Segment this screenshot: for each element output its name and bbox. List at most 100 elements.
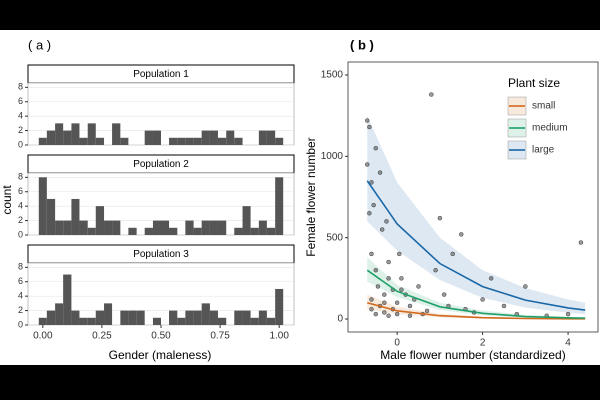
bar — [128, 227, 137, 235]
bar — [242, 206, 251, 235]
point — [369, 251, 374, 257]
bar — [193, 227, 202, 235]
bar — [87, 227, 96, 235]
point — [382, 300, 387, 305]
panel-label: ( a ) — [28, 37, 51, 52]
bar — [71, 198, 80, 235]
bar — [71, 123, 80, 145]
bar — [144, 227, 153, 235]
legend-label: small — [532, 101, 555, 112]
bar — [169, 137, 178, 145]
point — [397, 251, 402, 257]
point — [379, 227, 385, 232]
legend-label: medium — [532, 123, 568, 134]
bar — [209, 220, 218, 235]
point — [377, 170, 383, 175]
bottom-band — [0, 365, 600, 400]
bar — [193, 137, 202, 145]
bar — [201, 130, 210, 145]
x-tick-label: 0.00 — [33, 331, 53, 342]
bar — [250, 317, 259, 325]
bar — [275, 177, 284, 235]
bar — [177, 317, 186, 325]
y-tick-label: 6 — [18, 96, 23, 106]
point — [578, 240, 584, 245]
bar — [275, 137, 284, 145]
bar — [185, 137, 194, 145]
point — [394, 300, 400, 305]
bar — [185, 310, 194, 325]
bar — [87, 317, 96, 325]
bar — [112, 123, 121, 145]
point — [501, 303, 507, 309]
x-tick-label: 4 — [565, 338, 571, 349]
point — [399, 287, 404, 292]
bar — [201, 220, 210, 235]
point — [386, 276, 391, 281]
bar — [112, 220, 121, 235]
bar — [95, 310, 105, 325]
bar — [169, 227, 178, 235]
bar — [46, 130, 56, 145]
bar — [266, 317, 276, 325]
bar — [136, 310, 145, 325]
panel — [347, 61, 599, 333]
y-tick-label: 500 — [326, 232, 343, 243]
bar — [258, 220, 267, 235]
y-tick-label: 8 — [18, 82, 23, 92]
bar — [95, 206, 105, 235]
y-tick-label: 0 — [18, 319, 23, 329]
point — [433, 267, 438, 273]
point — [371, 202, 376, 208]
y-tick-label: 0 — [18, 229, 23, 239]
legend-label: large — [532, 145, 555, 156]
bar — [104, 303, 113, 325]
bar — [209, 130, 218, 145]
y-tick-label: 6 — [18, 276, 23, 286]
point — [459, 232, 464, 237]
bar — [266, 227, 276, 235]
bar — [217, 317, 227, 325]
bar — [250, 227, 259, 235]
legend-title: Plant size — [508, 76, 560, 90]
point — [386, 313, 391, 318]
y-tick-label: 1500 — [321, 70, 344, 81]
bar — [152, 220, 161, 235]
y-tick-label: 6 — [18, 186, 23, 196]
point — [441, 292, 447, 297]
bar — [120, 310, 129, 325]
bar — [152, 317, 161, 325]
bar — [79, 137, 88, 145]
bar — [71, 310, 80, 325]
bar — [46, 310, 56, 325]
bar — [63, 220, 72, 235]
bar — [38, 317, 47, 325]
bar — [152, 130, 161, 145]
y-tick-label: 0 — [18, 139, 23, 149]
facet-title: Population 2 — [133, 159, 189, 170]
point — [369, 297, 374, 302]
y-tick-label: 1000 — [321, 151, 344, 162]
bar — [209, 310, 218, 325]
x-tick-label: 0.75 — [210, 331, 230, 342]
point — [382, 292, 387, 297]
bar — [217, 220, 227, 235]
bar — [95, 137, 105, 145]
bar — [275, 288, 284, 325]
x-tick-label: 0 — [394, 338, 400, 349]
bar — [63, 130, 72, 145]
point — [369, 180, 374, 185]
bar — [258, 130, 267, 145]
bar — [226, 130, 235, 145]
y-tick-label: 4 — [18, 291, 23, 301]
point — [367, 124, 372, 130]
y-tick-label: 8 — [18, 262, 23, 272]
point — [384, 219, 389, 224]
bar — [201, 303, 210, 325]
bar — [87, 123, 96, 145]
y-tick-label: 4 — [18, 111, 23, 121]
x-axis-title: Gender (maleness) — [109, 348, 212, 362]
ribbon — [367, 115, 586, 315]
point — [394, 311, 400, 317]
